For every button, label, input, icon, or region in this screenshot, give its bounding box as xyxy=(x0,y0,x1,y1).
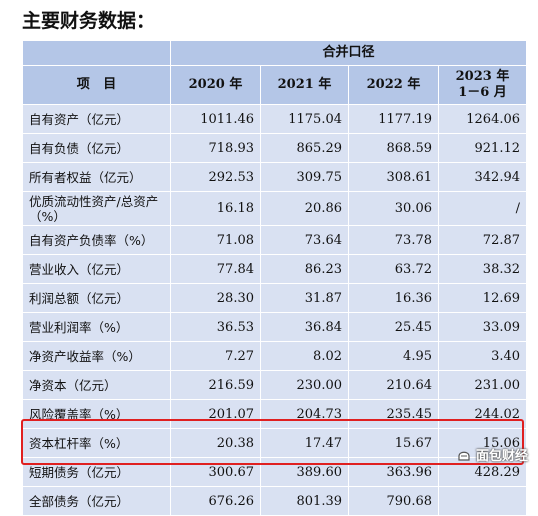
watermark-text: 面包财经 xyxy=(475,449,528,464)
table-body: 自有资产（亿元） 1011.46 1175.04 1177.19 1264.06 自有负债… xyxy=(22,104,528,516)
row-value: 16.36 xyxy=(348,283,439,313)
row-value: 389.60 xyxy=(260,457,349,487)
row-value: 3.40 xyxy=(437,341,528,371)
row-value: 8.02 xyxy=(260,341,349,371)
row-value: 30.06 xyxy=(348,191,439,226)
year-header-2023h1-line1: 2023 年 xyxy=(455,69,510,84)
row-value: 790.68 xyxy=(348,486,439,516)
row-value: 73.78 xyxy=(348,225,439,255)
row-value: 38.32 xyxy=(437,254,528,284)
bread-logo-icon xyxy=(458,451,470,461)
table-row: 自有负债（亿元） 718.93 865.29 868.59 921.12 xyxy=(22,133,528,163)
row-value: 230.00 xyxy=(260,370,349,400)
watermark: 面包财经 xyxy=(456,445,528,464)
table-row: 净资本（亿元） 216.59 230.00 210.64 231.00 xyxy=(22,370,528,400)
row-label: 净资产收益率（%） xyxy=(22,341,171,371)
row-value: 20.38 xyxy=(170,428,261,458)
table-row: 全部债务（亿元） 676.26 801.39 790.68 xyxy=(22,486,528,516)
page-heading: 主要财务数据： xyxy=(22,10,156,32)
row-value: 308.61 xyxy=(348,162,439,192)
item-column-header: 项 目 xyxy=(22,65,171,105)
row-value: 300.67 xyxy=(170,457,261,487)
group-header: 合并口径 xyxy=(169,40,528,66)
row-value: 235.45 xyxy=(348,399,439,429)
row-label: 风险覆盖率（%） xyxy=(22,399,171,429)
row-value: 1011.46 xyxy=(170,104,261,134)
table-row: 营业收入（亿元） 77.84 86.23 63.72 38.32 xyxy=(22,254,528,284)
row-label: 优质流动性资产/总资产（%） xyxy=(22,191,171,226)
row-value: 12.69 xyxy=(437,283,528,313)
row-value: 4.95 xyxy=(348,341,439,371)
row-value: 33.09 xyxy=(437,312,528,342)
row-value: 77.84 xyxy=(170,254,261,284)
row-value: 309.75 xyxy=(260,162,349,192)
row-label: 短期债务（亿元） xyxy=(22,457,171,487)
row-value: 15.67 xyxy=(348,428,439,458)
row-value: 1175.04 xyxy=(260,104,349,134)
table-row: 自有资产（亿元） 1011.46 1175.04 1177.19 1264.06 xyxy=(22,104,528,134)
year-header-2023h1: 2023 年 1－6 月 xyxy=(437,65,528,105)
table-row: 营业利润率（%） 36.53 36.84 25.45 33.09 xyxy=(22,312,528,342)
row-value: 63.72 xyxy=(348,254,439,284)
row-label: 资本杠杆率（%） xyxy=(22,428,171,458)
row-value: 86.23 xyxy=(260,254,349,284)
row-value xyxy=(437,486,528,516)
row-value: 16.18 xyxy=(170,191,261,226)
row-value: 801.39 xyxy=(260,486,349,516)
row-value: 363.96 xyxy=(348,457,439,487)
table-row: 风险覆盖率（%） 201.07 204.73 235.45 244.02 xyxy=(22,399,528,429)
row-label: 所有者权益（亿元） xyxy=(22,162,171,192)
row-value: 865.29 xyxy=(260,133,349,163)
row-label: 自有资产（亿元） xyxy=(22,104,171,134)
row-value: 15.06 xyxy=(437,428,528,458)
table-row: 自有资产负债率（%） 71.08 73.64 73.78 72.87 xyxy=(22,225,528,255)
row-value: 36.84 xyxy=(260,312,349,342)
year-header-2020: 2020 年 xyxy=(170,65,261,105)
row-value: 231.00 xyxy=(437,370,528,400)
row-value: 17.47 xyxy=(260,428,349,458)
header-empty-cell xyxy=(22,40,171,66)
row-label: 自有资产负债率（%） xyxy=(22,225,171,255)
row-value: 342.94 xyxy=(437,162,528,192)
row-label: 利润总额（亿元） xyxy=(22,283,171,313)
row-value: 28.30 xyxy=(170,283,261,313)
row-value: 20.86 xyxy=(260,191,349,226)
row-label: 营业利润率（%） xyxy=(22,312,171,342)
table-row: 短期债务（亿元） 300.67 389.60 363.96 428.29 xyxy=(22,457,528,487)
row-value: 204.73 xyxy=(260,399,349,429)
row-label: 全部债务（亿元） xyxy=(22,486,171,516)
row-value: / xyxy=(437,191,528,226)
row-label: 自有负债（亿元） xyxy=(22,133,171,163)
row-label: 营业收入（亿元） xyxy=(22,254,171,284)
row-value: 7.27 xyxy=(170,341,261,371)
row-value: 1177.19 xyxy=(348,104,439,134)
row-value: 71.08 xyxy=(170,225,261,255)
row-value: 244.02 xyxy=(437,399,528,429)
row-value: 31.87 xyxy=(260,283,349,313)
table-row: 利润总额（亿元） 28.30 31.87 16.36 12.69 xyxy=(22,283,528,313)
row-value: 73.64 xyxy=(260,225,349,255)
table-row: 优质流动性资产/总资产（%） 16.18 20.86 30.06/ xyxy=(22,191,528,226)
row-value: 25.45 xyxy=(348,312,439,342)
row-value: 718.93 xyxy=(170,133,261,163)
year-header-2023h1-line2: 1－6 月 xyxy=(458,85,507,100)
table-row: 资本杠杆率（%） 20.38 17.47 15.67 15.06 xyxy=(22,428,528,458)
row-value: 292.53 xyxy=(170,162,261,192)
row-value: 36.53 xyxy=(170,312,261,342)
row-value: 216.59 xyxy=(170,370,261,400)
row-label: 净资本（亿元） xyxy=(22,370,171,400)
row-value: 1264.06 xyxy=(437,104,528,134)
row-value: 210.64 xyxy=(348,370,439,400)
table-row: 所有者权益（亿元） 292.53 309.75 308.61 342.94 xyxy=(22,162,528,192)
row-value: 676.26 xyxy=(170,486,261,516)
row-value: 921.12 xyxy=(437,133,528,163)
year-header-2022: 2022 年 xyxy=(348,65,439,105)
row-value: 201.07 xyxy=(170,399,261,429)
year-header-2021: 2021 年 xyxy=(260,65,349,105)
row-value: 72.87 xyxy=(437,225,528,255)
row-value: 868.59 xyxy=(348,133,439,163)
table-row: 净资产收益率（%） 7.27 8.02 4.95 3.40 xyxy=(22,341,528,371)
financial-data-table: 合并口径 项 目 2020 年 2021 年 2022 年 2023 年 1－6… xyxy=(22,40,528,516)
